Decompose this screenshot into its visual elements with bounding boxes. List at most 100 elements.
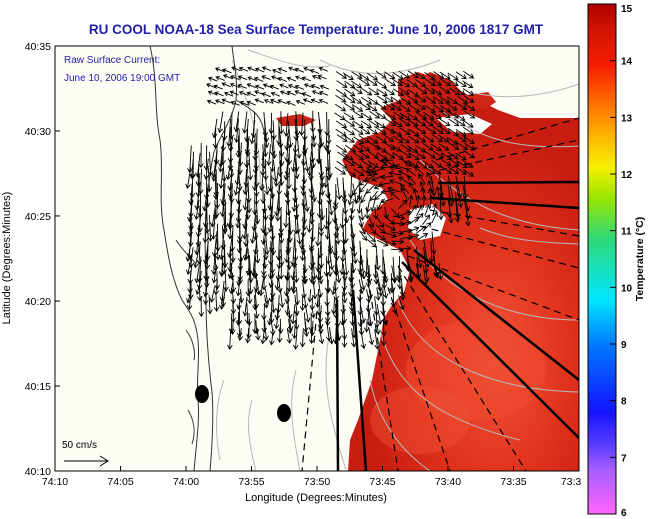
current-vector (269, 84, 280, 90)
current-vector (328, 327, 335, 345)
coast-detail (175, 239, 197, 445)
current-vector (392, 135, 404, 144)
current-vector (344, 80, 356, 89)
current-vector (343, 119, 356, 127)
sst-warm-core-2 (370, 386, 470, 454)
current-vector (246, 288, 253, 305)
current-vector (387, 186, 400, 193)
current-vector (359, 208, 365, 222)
current-vector (227, 231, 234, 259)
current-vector (428, 240, 435, 263)
current-vector (228, 278, 235, 295)
contour (291, 369, 301, 471)
current-vector (358, 135, 370, 143)
current-vector (352, 152, 365, 161)
current-vector (408, 194, 414, 208)
current-vector (249, 119, 256, 145)
current-vector (399, 210, 412, 217)
current-vector (269, 98, 280, 104)
current-vector (357, 312, 364, 328)
current-vector (403, 160, 416, 168)
current-vector (367, 160, 379, 168)
current-vector (456, 102, 468, 110)
current-vector (339, 311, 346, 326)
current-vector (438, 143, 450, 151)
current-vector (269, 328, 275, 346)
current-vector (277, 318, 284, 335)
current-vector (262, 136, 269, 158)
current-vector (237, 83, 247, 89)
current-vector (399, 118, 411, 127)
current-vector (220, 176, 226, 205)
current-vector (448, 118, 460, 127)
current-vector (416, 86, 428, 95)
current-vector (294, 84, 305, 90)
current-vector (246, 100, 256, 106)
current-vector (221, 98, 231, 104)
current-vector (421, 195, 427, 208)
current-vector (333, 303, 339, 320)
current-vector (210, 215, 217, 240)
current-vector (356, 201, 363, 214)
current-vector (245, 262, 252, 276)
current-vector (236, 295, 242, 310)
current-vector (262, 83, 273, 89)
current-vector (367, 150, 379, 159)
current-vector (455, 166, 467, 175)
current-vector (447, 191, 453, 219)
dashed-line (429, 209, 579, 237)
current-vector (218, 152, 224, 173)
current-vector (255, 327, 261, 341)
colorbar-tick-label: 11 (621, 227, 632, 238)
current-vector (375, 232, 386, 241)
current-vector (202, 280, 209, 298)
current-vector (447, 137, 459, 145)
current-vector (368, 119, 380, 128)
colorbar-tick-label: 12 (621, 170, 633, 181)
current-vector (433, 71, 445, 79)
current-vector (279, 288, 285, 309)
colorbar-tick-label: 14 (621, 57, 633, 68)
current-vector (318, 66, 328, 72)
current-vector (380, 174, 394, 180)
current-vector (366, 232, 376, 243)
current-vector (254, 67, 265, 73)
current-vector (407, 233, 420, 240)
current-vector (384, 78, 396, 87)
current-vector (309, 69, 320, 74)
current-vector (384, 150, 396, 159)
current-vector (398, 295, 405, 311)
current-vector (408, 204, 417, 216)
current-vector (408, 181, 416, 194)
current-vector (409, 104, 421, 113)
current-vector (336, 134, 348, 142)
radar-site-marker (195, 385, 209, 403)
current-vector (430, 176, 437, 197)
current-vector (430, 78, 442, 86)
current-vector (215, 67, 225, 73)
current-vector (263, 319, 269, 341)
current-vector (254, 90, 264, 96)
current-vector (202, 223, 209, 244)
current-vector (361, 87, 373, 96)
current-vector (343, 135, 355, 143)
annotation-line-1: Raw Surface Current: (64, 55, 160, 66)
current-vector (440, 185, 446, 207)
current-vector (185, 241, 192, 262)
current-vector (446, 103, 458, 111)
current-vector (248, 255, 254, 284)
current-vector (439, 71, 451, 80)
current-vector (332, 327, 339, 345)
current-vector (407, 70, 419, 79)
current-vector (310, 305, 316, 319)
current-vector (368, 215, 375, 228)
current-vector (352, 127, 364, 135)
current-vector (227, 206, 233, 230)
current-vector (374, 329, 380, 350)
current-vector (407, 95, 419, 103)
current-vector (439, 95, 451, 104)
current-vector (213, 295, 220, 312)
current-vector (296, 135, 302, 159)
current-vector (211, 264, 218, 284)
current-vector (291, 191, 298, 213)
